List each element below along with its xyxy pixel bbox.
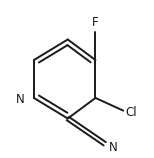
Text: F: F: [92, 16, 99, 29]
Text: Cl: Cl: [126, 106, 137, 119]
Text: N: N: [109, 141, 118, 154]
Text: N: N: [16, 93, 24, 106]
